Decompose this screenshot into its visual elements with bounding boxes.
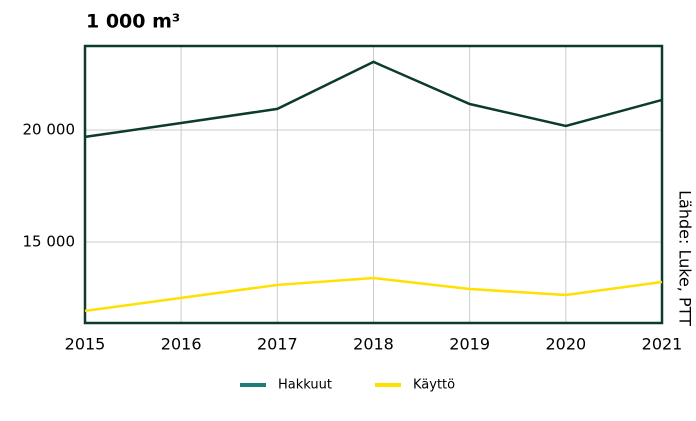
- chart-title: 1 000 m³: [86, 11, 180, 33]
- x-tick-label: 2017: [257, 335, 298, 354]
- legend-label: Hakkuut: [278, 378, 332, 393]
- x-tick-label: 2018: [353, 335, 394, 354]
- x-tick-label: 2019: [449, 335, 490, 354]
- x-tick-label: 2020: [545, 335, 586, 354]
- series-line: [84, 276, 663, 313]
- legend-label: Käyttö: [413, 378, 455, 393]
- y-tick-label: 20 000: [23, 120, 76, 138]
- x-tick-label: 2021: [642, 335, 683, 354]
- legend-swatch: [375, 383, 401, 387]
- y-tick-label: 15 000: [23, 232, 76, 250]
- series-line: [84, 60, 663, 139]
- legend-swatch: [240, 383, 266, 387]
- x-tick-label: 2016: [161, 335, 202, 354]
- x-tick-label: 2015: [65, 335, 106, 354]
- plot-frame: [83, 44, 664, 325]
- source-note: Lähde: Luke, PTT: [676, 190, 695, 326]
